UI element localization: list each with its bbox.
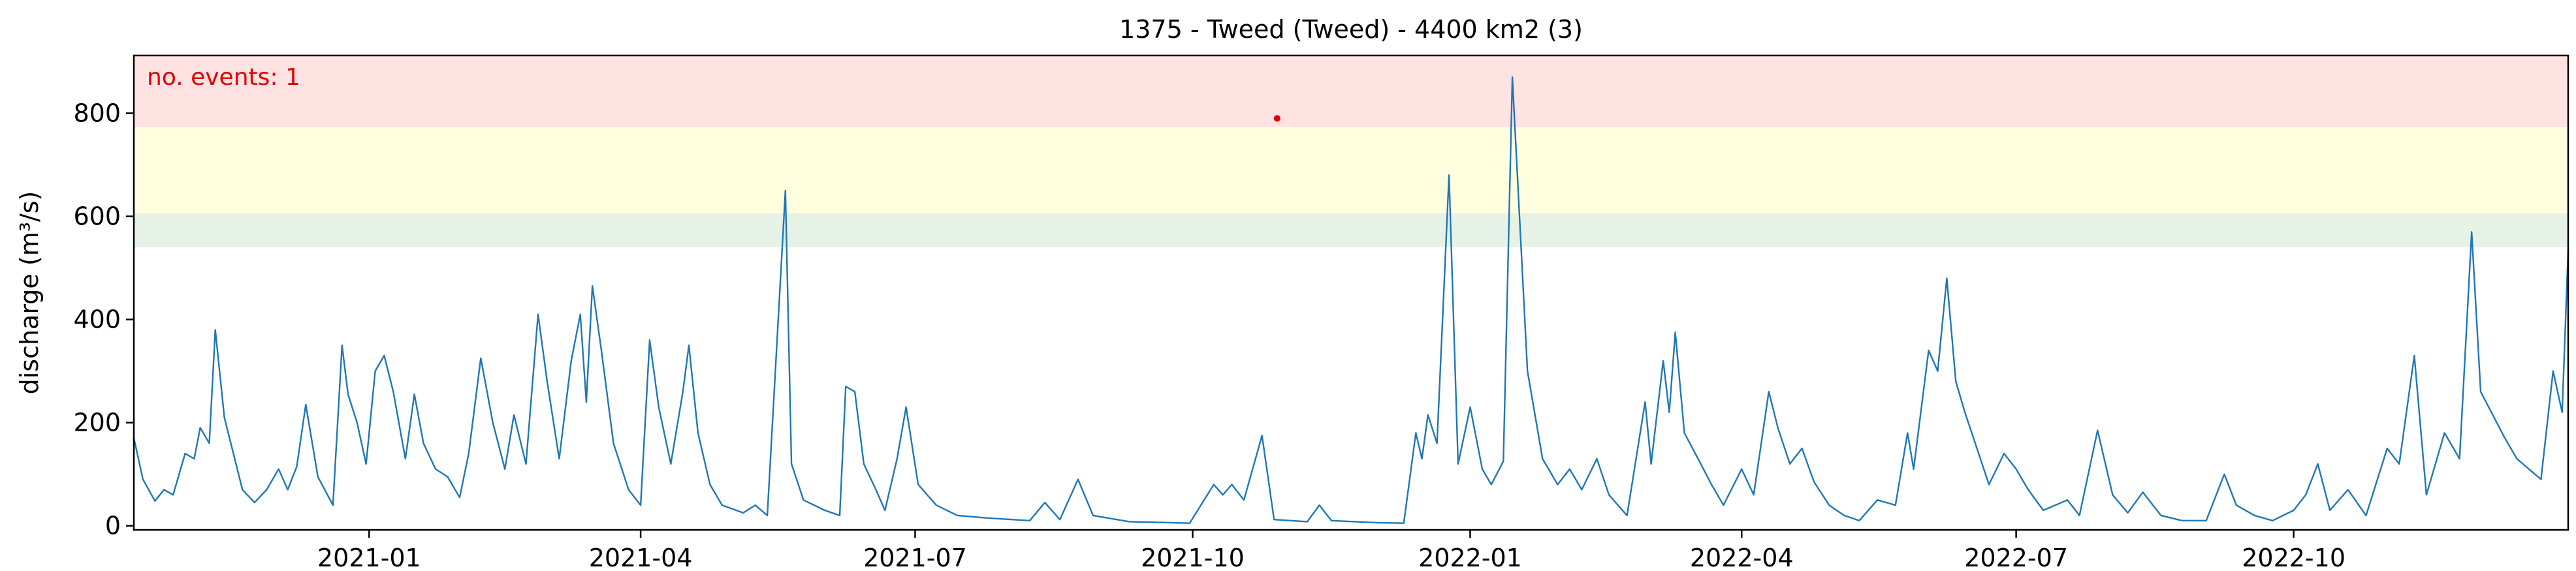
x-tick-label-0: 2021-01 [317,544,421,568]
x-tick-label-3: 2021-10 [1141,544,1245,568]
y-tick-label-2: 400 [73,305,121,334]
axes-layer: 2021-01 2021-04 2021-07 2021-10 2022-01 2022-… [73,99,2345,571]
y-tick-label-4: 800 [73,99,121,128]
chart-title: 1375 - Tweed (Tweed) - 4400 km2 (3) [1119,15,1583,44]
threshold-bands [134,55,2568,247]
x-tick-label-7: 2022-10 [2242,544,2345,568]
y-tick-label-3: 600 [73,202,121,231]
y-tick-label-1: 200 [73,409,121,437]
threshold-band-1 [134,127,2568,213]
x-tick-label-2: 2021-07 [863,544,967,568]
x-tick-label-5: 2022-04 [1690,544,1794,568]
threshold-band-2 [134,55,2568,127]
y-axis-label: discharge (m³/s) [15,191,44,395]
series-layer [133,76,2569,524]
event-count-annotation: no. events: 1 [147,64,300,91]
x-tick-label-4: 2022-01 [1418,544,1522,568]
event-marker-0 [1273,115,1280,122]
y-tick-label-0: 0 [105,512,121,540]
threshold-band-0 [134,213,2568,247]
x-tick-label-1: 2021-04 [589,544,693,568]
discharge-series-line-0 [133,76,2569,524]
x-tick-label-6: 2022-07 [1964,544,2068,568]
plot-frame [133,54,2569,531]
events-layer [1273,115,1280,122]
